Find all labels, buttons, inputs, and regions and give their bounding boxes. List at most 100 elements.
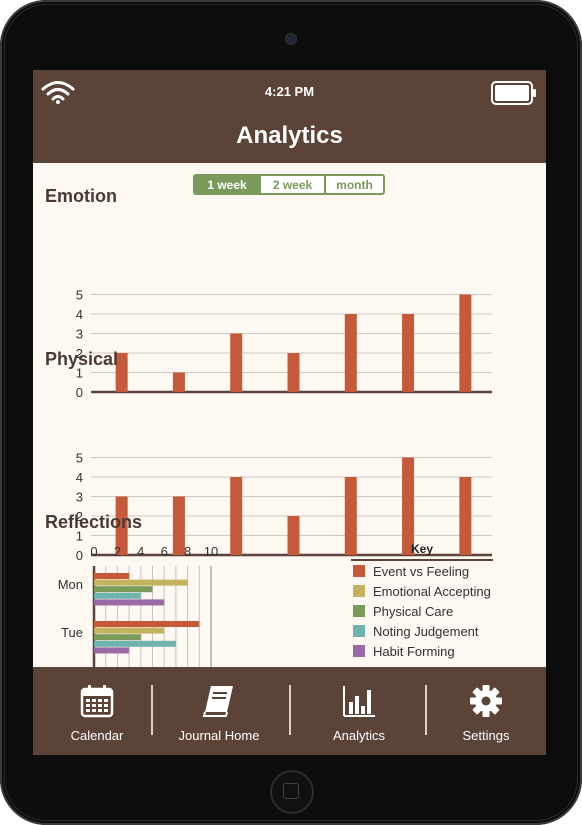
tab-label-analytics: Analytics — [332, 728, 386, 743]
bar — [344, 477, 357, 555]
x-tick-label: 2 — [114, 544, 121, 559]
x-tick-label: Sat — [456, 399, 476, 400]
x-tick-label: 6 — [161, 544, 168, 559]
tab-label-settings: Settings — [462, 728, 510, 743]
physical-chart: 012345SunMonTueWedThuFriSat — [76, 451, 492, 563]
gear-icon — [469, 684, 503, 718]
legend-label: Physical Care — [373, 603, 454, 619]
x-tick-label: Wed — [280, 399, 307, 400]
tab-label-calendar: Calendar — [70, 728, 124, 743]
tab-label-journal-home: Journal Home — [178, 728, 260, 743]
legend-label: Noting Judgement — [373, 623, 479, 639]
bar — [115, 353, 128, 392]
x-tick-label: 8 — [184, 544, 191, 559]
x-tick-label: 10 — [204, 544, 218, 559]
tab-bar: Calendar Journal Home — [33, 667, 546, 755]
y-tick-label: Mon — [58, 577, 83, 592]
bar — [94, 573, 130, 579]
tab-calendar[interactable]: Calendar — [33, 667, 161, 755]
page-title: Analytics — [236, 122, 343, 149]
bar — [94, 640, 176, 647]
home-button[interactable] — [270, 770, 314, 814]
bar — [94, 599, 165, 606]
legend-label: Event vs Feeling — [373, 563, 470, 579]
bar — [230, 333, 243, 392]
y-tick-label: 0 — [76, 548, 83, 563]
bar — [287, 353, 300, 392]
x-tick-label: Wed — [280, 562, 307, 563]
legend-swatch — [353, 605, 365, 617]
y-tick-label: 4 — [76, 307, 83, 322]
legend-swatch — [353, 625, 365, 637]
bar — [94, 586, 153, 593]
tab-divider — [289, 685, 291, 735]
bar — [94, 627, 165, 634]
bar — [230, 477, 243, 555]
tab-journal-home[interactable]: Journal Home — [155, 667, 283, 755]
y-tick-label: 2 — [76, 509, 83, 524]
x-tick-label: Thu — [340, 399, 362, 400]
bar — [172, 372, 185, 392]
x-tick-label: Tue — [225, 562, 247, 563]
emotion-chart: 0 1 2 3 4 5 Sun Mon Tue Wed Thu Fri Sat — [76, 288, 492, 400]
bar — [94, 621, 200, 627]
x-tick-label: Thu — [340, 562, 362, 563]
legend-label: Habit Forming — [373, 643, 455, 659]
bar — [287, 516, 300, 555]
y-tick-label: 2 — [76, 346, 83, 361]
physical-title: Physical — [45, 349, 119, 369]
bar — [172, 496, 185, 555]
x-tick-label: 4 — [137, 544, 144, 559]
bar — [402, 457, 415, 555]
tab-settings[interactable]: Settings — [422, 667, 546, 755]
x-tick-label: Fri — [400, 562, 415, 563]
calendar-icon — [80, 684, 114, 718]
bar — [94, 579, 188, 586]
y-tick-label: 3 — [76, 327, 83, 342]
x-tick-label: 0 — [90, 544, 97, 559]
journal-icon — [202, 684, 236, 718]
wifi-icon — [41, 79, 75, 110]
legend-title: Key — [351, 542, 493, 561]
y-tick-label: 0 — [76, 385, 83, 400]
legend-swatch — [353, 645, 365, 657]
status-time: 4:21 PM — [264, 84, 315, 99]
bar — [94, 592, 141, 599]
tab-analytics[interactable]: Analytics — [295, 667, 423, 755]
bezel-edge — [4, 4, 578, 821]
y-tick-label: 5 — [76, 288, 83, 303]
tab-divider — [151, 685, 153, 735]
legend-label: Emotional Accepting — [373, 583, 491, 599]
header-bar: 4:21 PM Analytics — [33, 70, 546, 163]
y-tick-label: 1 — [76, 366, 83, 381]
battery-icon — [491, 81, 537, 110]
range-option-1-week[interactable]: 1 week — [195, 176, 259, 193]
emotion-title: Emotion — [45, 186, 117, 206]
y-tick-label: 1 — [76, 529, 83, 544]
x-tick-label: Fri — [400, 399, 415, 400]
range-option-month[interactable]: month — [324, 176, 383, 193]
legend-item: Physical Care — [351, 601, 493, 621]
front-camera — [285, 33, 297, 45]
bar — [402, 314, 415, 392]
x-tick-label: Tue — [225, 399, 247, 400]
bar — [115, 496, 128, 555]
y-tick-label: 5 — [76, 451, 83, 466]
x-tick-label: Mon — [166, 399, 191, 400]
bar — [94, 634, 141, 641]
y-tick-label: 3 — [76, 490, 83, 505]
x-tick-label: Sat — [456, 562, 476, 563]
bar — [459, 294, 472, 392]
bar — [94, 647, 130, 654]
reflections-title: Reflections — [45, 512, 143, 532]
bar-chart-icon — [342, 684, 376, 718]
app-screen: 4:21 PM Analytics Emotion 1 week 2 week … — [33, 70, 546, 755]
range-selector: 1 week 2 week month — [193, 174, 385, 195]
range-option-2-week[interactable]: 2 week — [259, 176, 324, 193]
x-tick-label: Mon — [166, 562, 191, 563]
legend-swatch — [353, 565, 365, 577]
bar — [459, 477, 472, 555]
y-tick-label: Tue — [61, 625, 83, 640]
tab-divider — [425, 685, 427, 735]
